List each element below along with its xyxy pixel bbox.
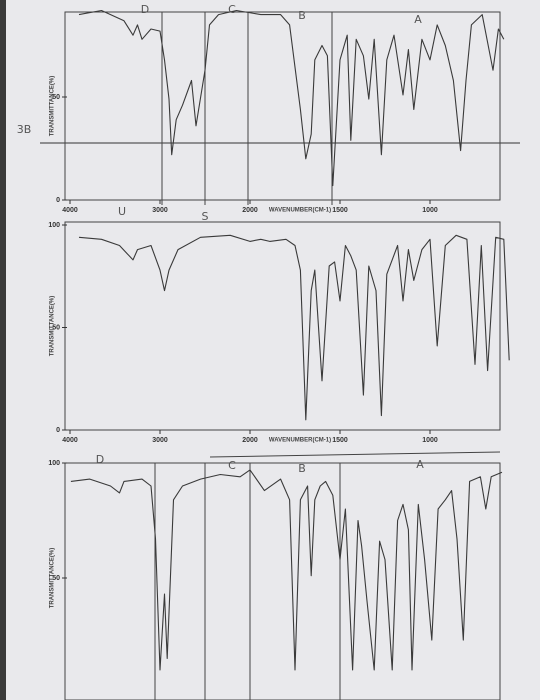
plot-frame <box>64 462 501 700</box>
x-tick-label: 1000 <box>422 437 438 444</box>
x-tick-label: 2000 <box>242 207 258 214</box>
x-tick-label: 2000 <box>242 437 258 444</box>
hand-line <box>209 451 501 458</box>
y-tick-label: 0 <box>56 427 60 434</box>
x-tick-label: 1500 <box>332 207 348 214</box>
spectrum-line <box>78 234 510 421</box>
spectrum-line <box>78 9 505 187</box>
y-axis-label: TRANSMITTANCE(%) <box>50 296 56 357</box>
plot-frame <box>64 221 501 431</box>
y-tick-label: 0 <box>56 197 60 204</box>
handwritten-note: C <box>228 3 236 16</box>
x-tick-label: 4000 <box>62 437 78 444</box>
x-tick-label: 1500 <box>332 437 348 444</box>
x-tick-label: 1000 <box>422 207 438 214</box>
y-tick-label: 50 <box>52 575 60 582</box>
y-tick-label: 50 <box>52 324 60 331</box>
handwritten-note: D <box>96 453 104 466</box>
y-tick-label: 100 <box>48 460 60 467</box>
plot-frame <box>64 11 501 201</box>
y-tick-label: 100 <box>48 222 60 229</box>
handwritten-note: A <box>414 13 422 26</box>
x-tick-label: 3000 <box>152 437 168 444</box>
x-tick-label: 3000 <box>152 207 168 214</box>
handwritten-note: 3B <box>17 123 32 136</box>
handwritten-note: B <box>298 462 306 475</box>
y-axis-label: TRANSMITTANCE(%) <box>50 76 56 137</box>
paper-edge <box>0 0 6 700</box>
y-tick-label: 50 <box>52 94 60 101</box>
handwritten-note: C <box>228 459 236 472</box>
y-axis-label: TRANSMITTANCE(%) <box>50 548 56 609</box>
handwritten-note: U <box>118 205 126 218</box>
handwritten-note: B <box>298 9 306 22</box>
spectrum-line <box>70 469 503 671</box>
x-tick-label: 4000 <box>62 207 78 214</box>
handwritten-note: S <box>202 210 209 223</box>
x-axis-label: WAVENUMBER(CM-1) <box>269 438 331 444</box>
x-axis-label: WAVENUMBER(CM-1) <box>269 208 331 214</box>
handwritten-note: A <box>416 458 424 471</box>
handwritten-note: D <box>141 3 149 16</box>
